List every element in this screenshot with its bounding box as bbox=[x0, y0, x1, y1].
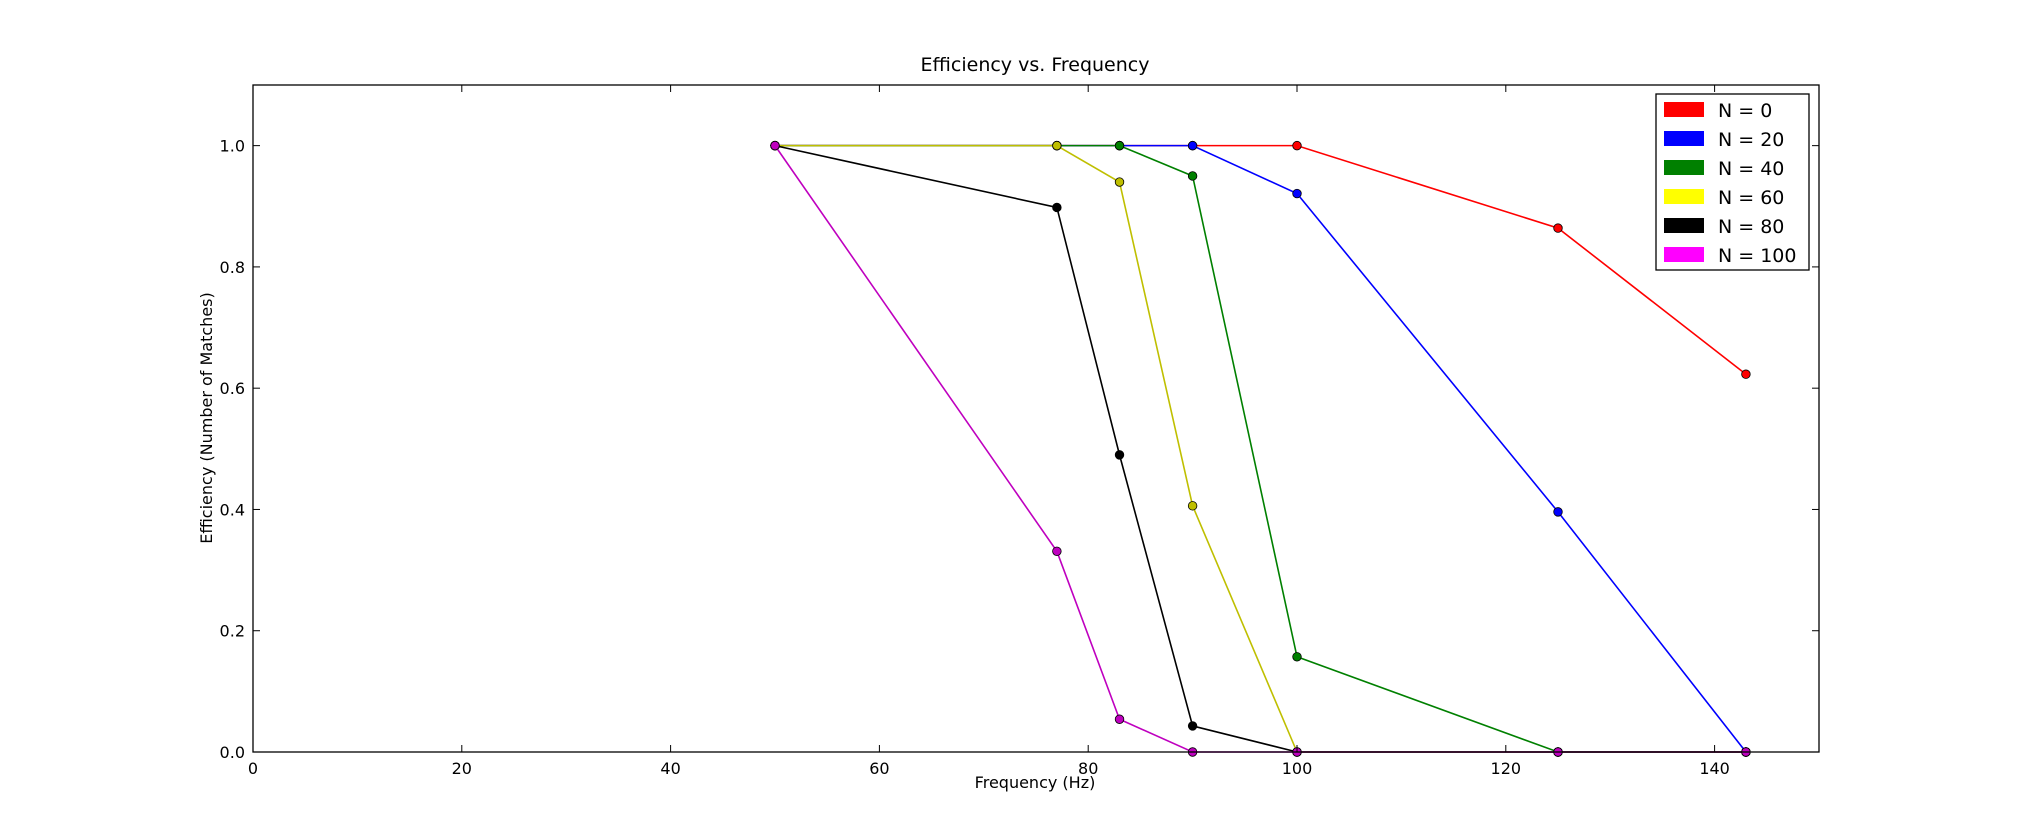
x-tick-label: 120 bbox=[1491, 759, 1522, 778]
data-point bbox=[1187, 721, 1198, 731]
x-tick-label: 0 bbox=[248, 759, 258, 778]
data-point bbox=[1052, 546, 1062, 556]
legend-label: N = 60 bbox=[1718, 187, 1784, 209]
legend-label: N = 20 bbox=[1718, 129, 1784, 151]
legend-swatch bbox=[1664, 189, 1704, 204]
y-tick-label: 0.6 bbox=[220, 379, 245, 398]
series-layer bbox=[770, 140, 1751, 757]
legend-frame bbox=[1655, 93, 1810, 271]
data-point bbox=[1553, 507, 1563, 517]
legend-swatch bbox=[1664, 131, 1704, 146]
y-tick-label: 0.0 bbox=[220, 743, 245, 762]
legend: N = 0 N = 20 N = 40 N = 60 N = 80 N = 100 bbox=[1655, 93, 1810, 271]
data-point bbox=[1292, 140, 1302, 151]
data-point bbox=[1187, 501, 1198, 511]
y-tick-label: 0.4 bbox=[220, 500, 245, 519]
series-line bbox=[774, 145, 1746, 753]
legend-label: N = 40 bbox=[1718, 158, 1784, 180]
legend-swatch bbox=[1664, 160, 1704, 175]
tick-layer: 0 20 40 60 80 100 120 140 0.0 0.2 0.4 0.6 0.8 1.0 bbox=[220, 85, 1819, 778]
data-point bbox=[1114, 714, 1125, 724]
x-tick-label: 140 bbox=[1699, 759, 1730, 778]
x-tick-label: 100 bbox=[1282, 759, 1313, 778]
data-point bbox=[1114, 450, 1125, 460]
data-point bbox=[1114, 140, 1125, 151]
x-tick-label: 20 bbox=[452, 759, 472, 778]
legend-swatch bbox=[1664, 218, 1704, 233]
legend-label: N = 0 bbox=[1718, 100, 1772, 122]
series-line bbox=[775, 144, 1746, 753]
legend-swatch bbox=[1664, 102, 1704, 117]
data-point bbox=[1187, 171, 1198, 181]
data-point bbox=[1187, 140, 1198, 151]
data-point bbox=[1052, 202, 1062, 213]
series-line bbox=[775, 144, 1746, 753]
series-line bbox=[775, 144, 1747, 375]
legend-label: N = 100 bbox=[1718, 245, 1796, 267]
series-line bbox=[774, 144, 1746, 753]
legend-label: N = 80 bbox=[1718, 216, 1784, 238]
x-tick-label: 40 bbox=[660, 759, 680, 778]
y-axis-label: Efficiency (Number of Matches) bbox=[197, 292, 216, 544]
y-tick-label: 1.0 bbox=[220, 137, 245, 156]
data-point bbox=[1741, 369, 1751, 379]
y-tick-label: 0.8 bbox=[220, 258, 245, 277]
data-point bbox=[1292, 188, 1302, 199]
chart-title: Efficiency vs. Frequency bbox=[921, 54, 1150, 76]
x-tick-label: 60 bbox=[869, 759, 889, 778]
data-point bbox=[770, 140, 780, 151]
plot-frame bbox=[252, 84, 1820, 753]
y-tick-label: 0.2 bbox=[220, 622, 245, 641]
data-point bbox=[1553, 223, 1563, 233]
legend-swatch bbox=[1664, 247, 1704, 262]
series-3 bbox=[770, 140, 1751, 757]
data-point bbox=[1292, 652, 1302, 662]
x-axis-label: Frequency (Hz) bbox=[975, 773, 1096, 792]
data-point bbox=[1114, 177, 1125, 187]
x-tick-label: 80 bbox=[1078, 759, 1098, 778]
series-line bbox=[775, 144, 1747, 753]
data-point bbox=[1052, 140, 1062, 151]
